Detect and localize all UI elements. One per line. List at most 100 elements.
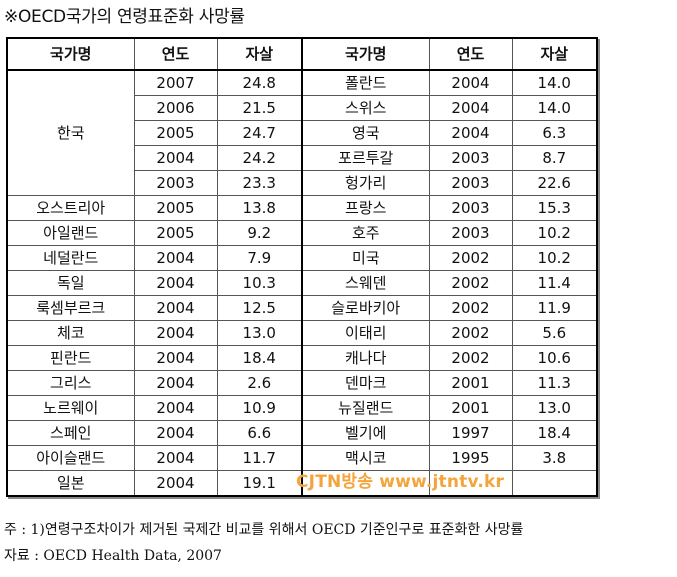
value-cell: 11.4	[511, 270, 598, 296]
country-cell: 일본	[6, 470, 135, 497]
header-country: 국가명	[301, 37, 430, 71]
year-cell: 2004	[428, 95, 513, 121]
country-cell: 캐나다	[301, 345, 430, 371]
value-cell: 11.7	[216, 445, 303, 471]
value-cell: 6.6	[216, 420, 303, 446]
table-row: 일본 2004 19.1	[6, 470, 598, 497]
country-cell: 뉴질랜드	[301, 395, 430, 421]
year-cell: 2002	[428, 270, 513, 296]
year-cell: 2004	[133, 270, 218, 296]
value-cell	[511, 470, 598, 497]
country-cell: 룩셈부르크	[6, 295, 135, 321]
value-cell: 14.0	[511, 95, 598, 121]
value-cell: 7.9	[216, 245, 303, 271]
country-cell: 포르투갈	[301, 145, 430, 171]
table-row: 아일랜드 2005 9.2 호주 2003 10.2	[6, 220, 598, 246]
year-cell: 2007	[133, 69, 218, 96]
source-note: 자료 : OECD Health Data, 2007	[4, 548, 222, 564]
country-cell: 이태리	[301, 320, 430, 346]
year-cell: 2002	[428, 320, 513, 346]
year-cell: 2004	[133, 320, 218, 346]
value-cell: 10.6	[511, 345, 598, 371]
value-cell: 14.0	[511, 69, 598, 96]
table-row: 룩셈부르크 2004 12.5 슬로바키아 2002 11.9	[6, 295, 598, 321]
country-cell: 오스트리아	[6, 195, 135, 221]
header-year: 연도	[133, 37, 218, 71]
year-cell: 2001	[428, 370, 513, 396]
table-row: 스페인 2004 6.6 벨기에 1997 18.4	[6, 420, 598, 446]
year-cell: 2004	[428, 69, 513, 96]
country-cell: 프랑스	[301, 195, 430, 221]
table-row: 그리스 2004 2.6 덴마크 2001 11.3	[6, 370, 598, 396]
country-cell: 그리스	[6, 370, 135, 396]
year-cell	[428, 470, 513, 497]
value-cell: 19.1	[216, 470, 303, 497]
year-cell: 1995	[428, 445, 513, 471]
year-cell: 2003	[428, 145, 513, 171]
year-cell: 2004	[133, 295, 218, 321]
value-cell: 10.9	[216, 395, 303, 421]
country-cell: 덴마크	[301, 370, 430, 396]
table-row: 핀란드 2004 18.4 캐나다 2002 10.6	[6, 345, 598, 371]
header-country: 국가명	[6, 37, 135, 71]
country-cell: 폴란드	[301, 69, 430, 96]
footnote: 주 : 1)연령구조차이가 제거된 국제간 비교를 위해서 OECD 기준인구로…	[4, 522, 524, 538]
year-cell: 2004	[133, 420, 218, 446]
header-year: 연도	[428, 37, 513, 71]
year-cell: 2004	[133, 245, 218, 271]
table-row: 독일 2004 10.3 스웨덴 2002 11.4	[6, 270, 598, 296]
table-row: 체코 2004 13.0 이태리 2002 5.6	[6, 320, 598, 346]
value-cell: 21.5	[216, 95, 303, 121]
value-cell: 18.4	[216, 345, 303, 371]
year-cell: 2004	[428, 120, 513, 146]
suicide-rate-table: 국가명 연도 자살 국가명 연도 자살 한국 2007 24.8 폴란드 2004 14.…	[6, 37, 598, 497]
country-cell: 호주	[301, 220, 430, 246]
value-cell: 13.8	[216, 195, 303, 221]
value-cell: 22.6	[511, 170, 598, 196]
country-cell: 스위스	[301, 95, 430, 121]
year-cell: 2002	[428, 295, 513, 321]
year-cell: 2002	[428, 345, 513, 371]
country-cell: 체코	[6, 320, 135, 346]
table-row: 2005 24.7 영국 2004 6.3	[7, 120, 598, 146]
year-cell: 2002	[428, 245, 513, 271]
country-cell: 영국	[301, 120, 430, 146]
header-suicide: 자살	[511, 37, 598, 71]
year-cell: 2003	[428, 170, 513, 196]
year-cell: 2003	[428, 195, 513, 221]
country-cell: 벨기에	[301, 420, 430, 446]
table-row: 2004 24.2 포르투갈 2003 8.7	[7, 145, 598, 171]
country-cell: 슬로바키아	[301, 295, 430, 321]
table-header-row: 국가명 연도 자살 국가명 연도 자살	[6, 37, 598, 71]
country-cell: 네덜란드	[6, 245, 135, 271]
table-row: 2003 23.3 헝가리 2003 22.6	[7, 170, 598, 196]
table-body: 한국 2007 24.8 폴란드 2004 14.0 2006 21.5 스위스 2004 14.0…	[6, 69, 598, 497]
table-row: 2006 21.5 스위스 2004 14.0	[7, 95, 598, 121]
value-cell: 15.3	[511, 195, 598, 221]
table-row: 아이슬랜드 2004 11.7 맥시코 1995 3.8	[6, 445, 598, 471]
country-cell: 독일	[6, 270, 135, 296]
value-cell: 24.2	[216, 145, 303, 171]
country-cell: 스웨덴	[301, 270, 430, 296]
year-cell: 2004	[133, 145, 218, 171]
year-cell: 2005	[133, 195, 218, 221]
year-cell: 2004	[133, 445, 218, 471]
country-cell: 스페인	[6, 420, 135, 446]
value-cell: 11.9	[511, 295, 598, 321]
year-cell: 2005	[133, 220, 218, 246]
country-cell: 아일랜드	[6, 220, 135, 246]
table-row: 네덜란드 2004 7.9 미국 2002 10.2	[6, 245, 598, 271]
year-cell: 2004	[133, 345, 218, 371]
value-cell: 13.0	[216, 320, 303, 346]
value-cell: 5.6	[511, 320, 598, 346]
table-row: 노르웨이 2004 10.9 뉴질랜드 2001 13.0	[6, 395, 598, 421]
value-cell: 2.6	[216, 370, 303, 396]
country-cell	[301, 470, 430, 497]
value-cell: 10.3	[216, 270, 303, 296]
value-cell: 9.2	[216, 220, 303, 246]
value-cell: 10.2	[511, 220, 598, 246]
country-cell: 아이슬랜드	[6, 445, 135, 471]
country-cell: 핀란드	[6, 345, 135, 371]
country-cell: 한국	[6, 69, 135, 196]
value-cell: 6.3	[511, 120, 598, 146]
